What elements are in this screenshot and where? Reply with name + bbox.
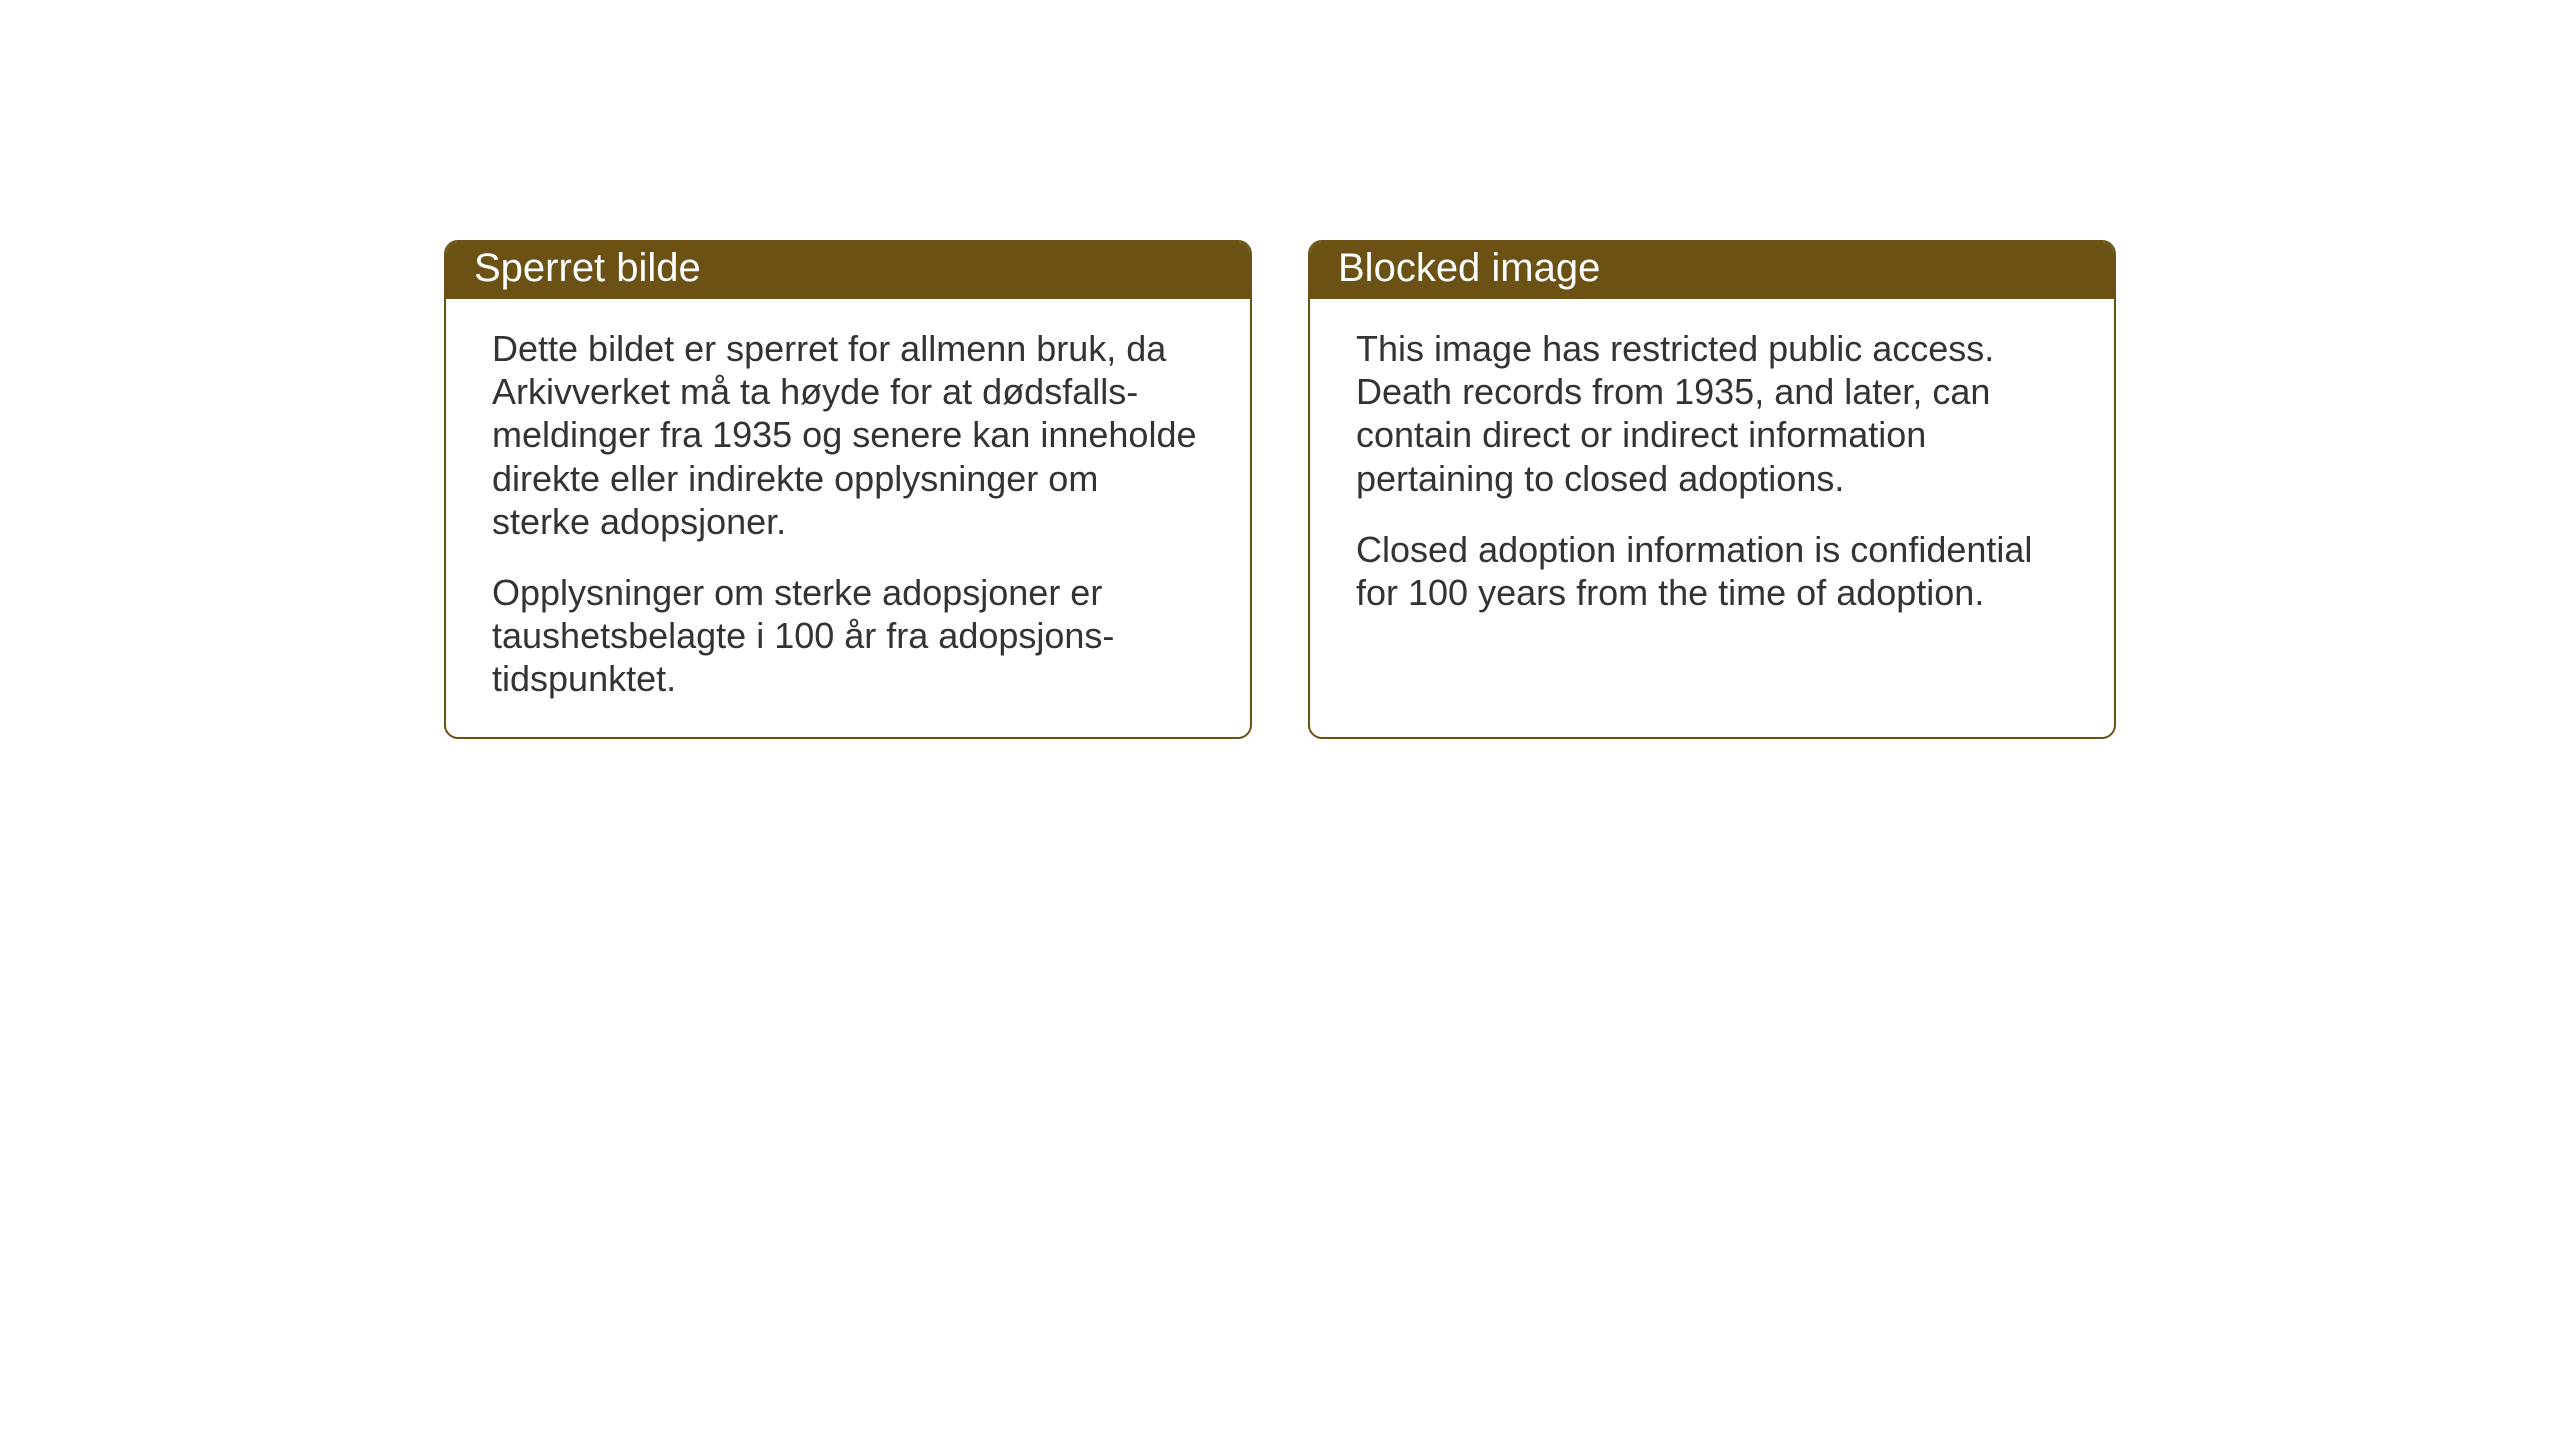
norwegian-notice-body: Dette bildet er sperret for allmenn bruk… <box>446 299 1250 737</box>
norwegian-paragraph-2: Opplysninger om sterke adopsjoner er tau… <box>492 571 1204 701</box>
english-notice-box: Blocked image This image has restricted … <box>1308 240 2116 739</box>
norwegian-notice-box: Sperret bilde Dette bildet er sperret fo… <box>444 240 1252 739</box>
english-paragraph-2: Closed adoption information is confident… <box>1356 528 2068 614</box>
norwegian-paragraph-1: Dette bildet er sperret for allmenn bruk… <box>492 327 1204 543</box>
english-notice-title: Blocked image <box>1310 242 2114 299</box>
english-notice-body: This image has restricted public access.… <box>1310 299 2114 650</box>
english-paragraph-1: This image has restricted public access.… <box>1356 327 2068 500</box>
notice-container: Sperret bilde Dette bildet er sperret fo… <box>444 240 2116 739</box>
norwegian-notice-title: Sperret bilde <box>446 242 1250 299</box>
